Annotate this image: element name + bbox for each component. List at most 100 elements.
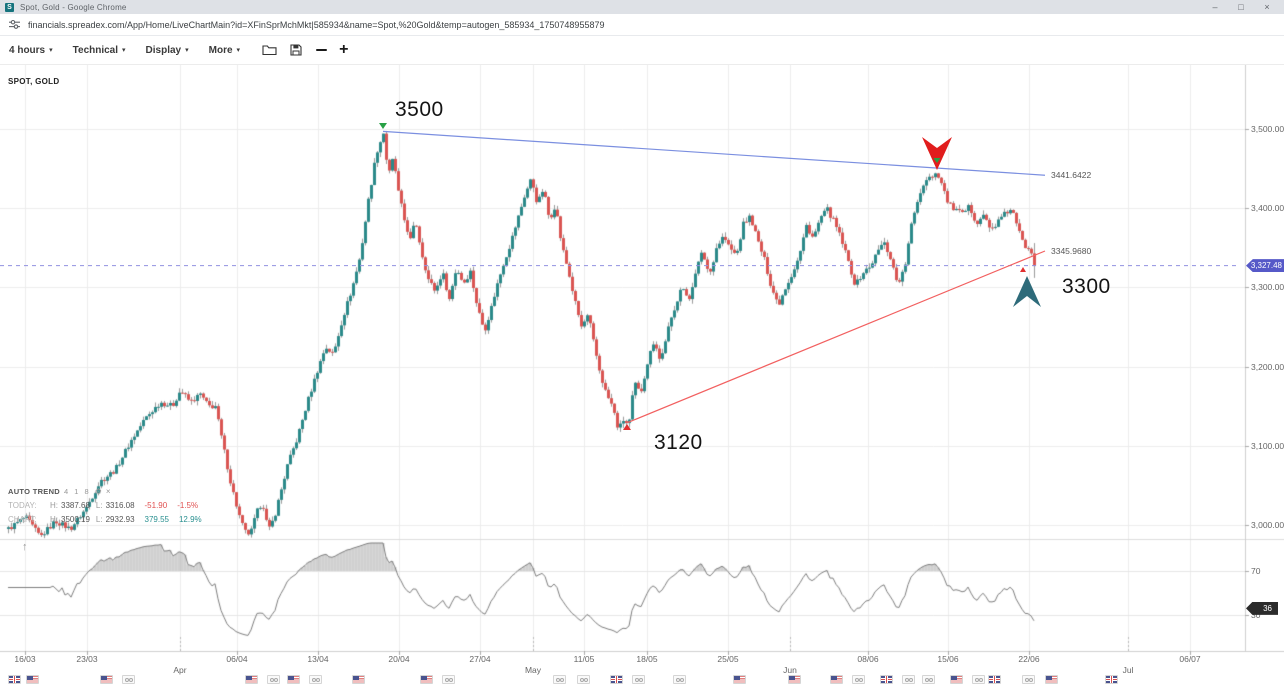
trendline-label: 3441.6422 bbox=[1051, 170, 1092, 181]
current-price-badge: 3,327.48 bbox=[1246, 259, 1284, 273]
rsi-level-30-label: 30 bbox=[1251, 610, 1261, 620]
price-axis-label: 3,200.00 bbox=[1251, 361, 1284, 372]
event-flag-eu-icon[interactable] bbox=[673, 675, 686, 684]
minimize-button[interactable]: – bbox=[1212, 2, 1218, 12]
chevron-down-icon: ▾ bbox=[236, 47, 241, 54]
low-value: 3316.08 bbox=[105, 500, 135, 510]
chart-toolbar: 4 hours ▾ Technical ▾ Display ▾ More ▾ + bbox=[0, 36, 1284, 64]
event-flag-uk-icon[interactable] bbox=[988, 675, 1001, 684]
legend-today-row: TODAY: H: 3387.68 L: 3316.08 -51.90 -1.5… bbox=[8, 499, 202, 511]
event-flag-eu-icon[interactable] bbox=[122, 675, 135, 684]
event-flag-eu-icon[interactable] bbox=[902, 675, 915, 684]
price-axis-label: 3,300.00 bbox=[1251, 282, 1284, 293]
event-flag-eu-icon[interactable] bbox=[1022, 675, 1035, 684]
date-axis-label: 16/03 bbox=[14, 654, 36, 664]
price-axis-label: 3,100.00 bbox=[1251, 440, 1284, 451]
event-flag-eu-icon[interactable] bbox=[632, 675, 645, 684]
menu-more[interactable]: More ▾ bbox=[208, 44, 241, 56]
legend-params: 4 1 8 bbox=[64, 486, 91, 496]
low-label: L: bbox=[95, 514, 103, 524]
event-flag-eu-icon[interactable] bbox=[922, 675, 935, 684]
date-axis-label: 23/03 bbox=[76, 654, 98, 664]
price-annotation: 3120 bbox=[654, 431, 703, 454]
event-flag-us-icon[interactable] bbox=[26, 675, 39, 684]
legend-row-label: CHART: bbox=[8, 514, 37, 524]
event-flag-us-icon[interactable] bbox=[100, 675, 113, 684]
price-annotation: 3500 bbox=[395, 98, 444, 121]
event-flag-us-icon[interactable] bbox=[420, 675, 433, 684]
symbol-label: SPOT, GOLD bbox=[8, 77, 60, 86]
save-icon[interactable] bbox=[290, 44, 302, 56]
price-axis-label: 3,500.00 bbox=[1251, 124, 1284, 134]
legend-title: AUTO TREND bbox=[8, 486, 61, 496]
event-flag-eu-icon[interactable] bbox=[577, 675, 590, 684]
event-flag-us-icon[interactable] bbox=[245, 675, 258, 684]
change-value: 379.55 bbox=[144, 514, 169, 524]
chevron-down-icon: ▾ bbox=[49, 47, 53, 54]
menu-display[interactable]: Display ▾ bbox=[145, 44, 189, 56]
high-value: 3500.19 bbox=[61, 514, 90, 524]
site-settings-icon[interactable] bbox=[9, 19, 20, 30]
event-flag-us-icon[interactable] bbox=[950, 675, 963, 684]
close-button[interactable]: × bbox=[1264, 2, 1270, 12]
month-axis-label: Jul bbox=[1122, 665, 1134, 675]
maximize-button[interactable]: □ bbox=[1238, 2, 1244, 12]
month-axis-label: Apr bbox=[173, 665, 187, 675]
event-flag-eu-icon[interactable] bbox=[972, 675, 985, 684]
legend-row-label: TODAY: bbox=[8, 500, 37, 510]
month-axis-label: Jun bbox=[783, 665, 797, 675]
window-title: Spot, Gold - Google Chrome bbox=[20, 2, 127, 12]
event-flag-us-icon[interactable] bbox=[287, 675, 300, 684]
rsi-level-70-label: 70 bbox=[1251, 566, 1261, 576]
event-flag-us-icon[interactable] bbox=[1045, 675, 1058, 684]
event-flag-eu-icon[interactable] bbox=[852, 675, 865, 684]
low-value: 2932.93 bbox=[105, 514, 135, 524]
close-icon[interactable]: × bbox=[105, 486, 111, 496]
event-flag-uk-icon[interactable] bbox=[8, 675, 21, 684]
chevron-down-icon: ▾ bbox=[185, 47, 189, 54]
site-favicon: S bbox=[5, 2, 14, 12]
low-label: L: bbox=[95, 500, 103, 510]
date-axis-label: 13/04 bbox=[307, 654, 329, 664]
event-flag-eu-icon[interactable] bbox=[553, 675, 566, 684]
date-axis-label: 15/06 bbox=[937, 654, 959, 664]
event-flag-uk-icon[interactable] bbox=[610, 675, 623, 684]
high-label: H: bbox=[50, 514, 58, 524]
window-titlebar: S Spot, Gold - Google Chrome – □ × bbox=[0, 0, 1284, 14]
legend-chart-row: CHART: H: 3500.19 L: 2932.93 379.55 12.9… bbox=[8, 513, 202, 525]
open-folder-icon[interactable] bbox=[262, 44, 277, 56]
rsi-value-badge: 36 bbox=[1246, 601, 1278, 615]
high-label: H: bbox=[50, 500, 58, 510]
event-flag-us-icon[interactable] bbox=[830, 675, 843, 684]
event-flag-us-icon[interactable] bbox=[733, 675, 746, 684]
date-axis-label: 11/05 bbox=[573, 654, 595, 664]
event-flag-us-icon[interactable] bbox=[788, 675, 801, 684]
url-bar[interactable]: financials.spreadex.com/App/Home/LiveCha… bbox=[0, 14, 1284, 36]
url-text[interactable]: financials.spreadex.com/App/Home/LiveCha… bbox=[28, 19, 605, 30]
arrow-up-icon[interactable]: ↑ bbox=[22, 541, 28, 553]
date-axis-label: 20/04 bbox=[388, 654, 410, 664]
event-flag-uk-icon[interactable] bbox=[1105, 675, 1118, 684]
event-flag-eu-icon[interactable] bbox=[267, 675, 280, 684]
event-flag-eu-icon[interactable] bbox=[442, 675, 455, 684]
event-flag-uk-icon[interactable] bbox=[880, 675, 893, 684]
chevron-down-icon: ▾ bbox=[122, 47, 126, 54]
timeframe-select[interactable]: 4 hours ▾ bbox=[9, 44, 53, 56]
window-controls: – □ × bbox=[1202, 0, 1280, 14]
date-axis-label: 06/04 bbox=[226, 654, 248, 664]
date-axis-label: 27/04 bbox=[469, 654, 491, 664]
price-axis-label: 3,000.00 bbox=[1251, 520, 1284, 530]
chart-plot-area[interactable] bbox=[0, 65, 1284, 690]
event-flag-eu-icon[interactable] bbox=[309, 675, 322, 684]
date-axis-label: 22/06 bbox=[1018, 654, 1040, 664]
change-percent: -1.5% bbox=[177, 500, 199, 510]
menu-technical[interactable]: Technical ▾ bbox=[72, 44, 126, 56]
event-flag-us-icon[interactable] bbox=[352, 675, 365, 684]
zoom-out-button[interactable] bbox=[316, 48, 328, 52]
gear-icon[interactable]: ⚙ bbox=[94, 486, 102, 496]
change-percent: 12.9% bbox=[178, 514, 202, 524]
high-value: 3387.68 bbox=[61, 500, 90, 510]
change-value: -51.90 bbox=[144, 500, 168, 510]
date-axis-label: 06/07 bbox=[1179, 654, 1201, 664]
zoom-in-button[interactable]: + bbox=[339, 41, 349, 58]
